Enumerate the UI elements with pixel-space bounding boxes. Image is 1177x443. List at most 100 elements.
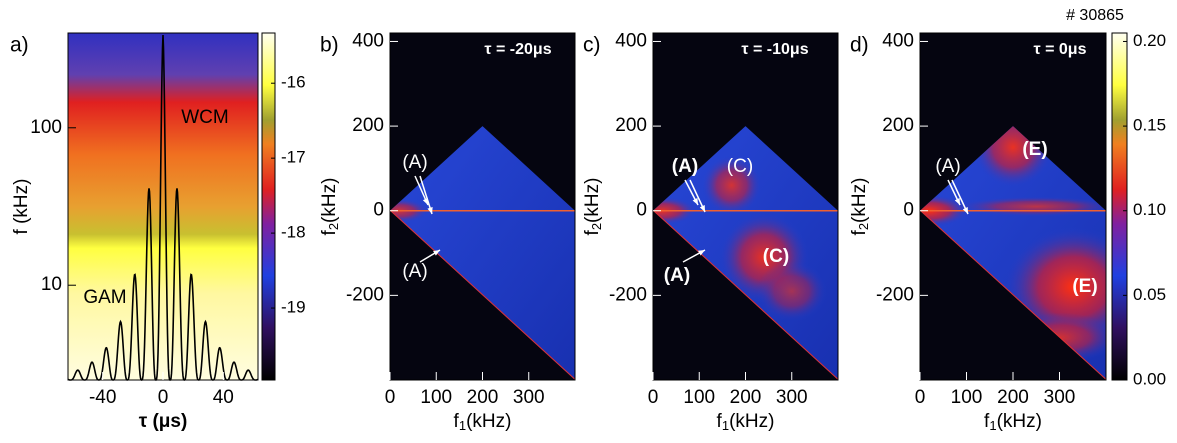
arrow-head [692,198,698,205]
x-tick-label: -40 [89,387,116,408]
panel-label: d) [850,34,869,57]
x-tick-label: 0 [648,387,659,408]
panel: -40 0 40 10 100 a) τ (μs) f (kHz) WCM GAM [10,32,259,432]
annotation: (E) [1022,139,1047,160]
y-axis-label: f2(kHz) [849,178,871,236]
x-axis-label: f1(kHz) [984,411,1042,433]
colorbar-tick-label: 0.00 [1133,369,1166,388]
annotation: (A) [402,261,427,282]
arrow [419,175,433,215]
arrow-head [427,207,433,214]
x-tick-label: 100 [951,387,983,408]
x-tick-label: 100 [683,387,715,408]
arrow-head [433,250,440,256]
y-tick-label: -200 [346,284,384,305]
x-axis-label-part: (kHz) [466,411,511,432]
colorbar-tick-label: -18 [281,223,306,242]
x-tick-label: 0 [385,387,396,408]
colorbar-tick-label: -16 [281,73,306,92]
hot-spot [956,196,1106,217]
x-axis-label-part: 1 [989,418,996,433]
annotation: (E) [1072,276,1097,297]
y-axis-label-part: f [319,229,340,235]
tau-label: τ = 0μs [1034,41,1087,58]
y-tick-label: 0 [903,200,914,221]
y-axis-label: f2(kHz) [582,178,604,236]
x-tick-label: 300 [776,387,808,408]
hot-spot [701,155,762,216]
y-tick-label: 10 [41,274,62,295]
heatmap [68,33,258,380]
annotation: (A) [664,265,690,286]
y-axis-label-part: (kHz) [582,178,603,223]
tau-label: τ = -10μs [741,41,808,58]
x-axis-label-part: 1 [722,418,729,433]
y-tick-label: -200 [876,284,914,305]
x-axis-label-part: 1 [459,418,466,433]
x-tick-label: 0 [158,387,169,408]
annotation: (A) [672,156,698,177]
x-tick-label: 200 [730,387,762,408]
bispectrum-region [390,126,575,380]
arrow-head [962,207,968,214]
panel-label: a) [10,34,29,57]
y-tick-label: 200 [352,115,384,136]
x-tick-label: 40 [213,387,234,408]
x-tick-label: 200 [467,387,499,408]
y-axis-label: f (kHz) [11,179,32,235]
x-axis-label-part: f [454,411,460,432]
y-axis-label-part: f [849,229,870,235]
annotation: (C) [727,156,753,177]
annotation: (C) [763,246,789,267]
x-tick-label: 200 [997,387,1029,408]
x-axis-label-part: f [984,411,990,432]
colorbar-tick-label: 0.10 [1133,200,1166,219]
y-tick-label: 200 [615,115,647,136]
y-axis-label: f2(kHz) [319,178,341,236]
y-tick-label: 400 [615,30,647,51]
x-axis-label: f1(kHz) [454,411,512,433]
x-axis-label: f1(kHz) [717,411,775,433]
x-tick-label: 300 [1044,387,1076,408]
arrow-head [699,205,705,212]
y-tick-label: 0 [636,200,647,221]
y-axis-label-part: f [582,229,603,235]
y-axis-label-part: (kHz) [319,178,340,223]
x-axis-label-part: f [717,411,723,432]
y-axis-label-part: 2 [589,223,604,230]
colorbar [261,32,276,381]
diagonal [920,209,1106,380]
x-axis-label-part: (kHz) [729,411,774,432]
panel: 0.00 0.05 0.10 0.15 0.20 [1111,31,1166,388]
y-axis-label-part: 2 [326,223,341,230]
y-tick-label: 400 [882,30,914,51]
y-tick-label: -200 [609,284,647,305]
colorbar-tick-label: 0.20 [1133,31,1166,50]
annotation: (A) [935,156,960,177]
arrow-head [954,198,960,205]
x-axis-label-part: (kHz) [997,411,1042,432]
annotation: (A) [402,152,427,173]
x-tick-label: 300 [513,387,545,408]
y-tick-label: 100 [30,117,62,138]
panel-label: b) [320,34,339,57]
y-axis-label-part: 2 [856,223,871,230]
arrow-head [422,198,428,205]
tau-label: τ = -20μs [484,41,551,58]
annotation: WCM [181,107,228,128]
diagonal [390,209,575,380]
figure-label: # 30865 [1066,7,1124,24]
annotation: GAM [83,287,126,308]
x-tick-label: 0 [915,387,926,408]
colorbar-tick-label: -19 [281,298,306,317]
colorbar-tick-label: 0.05 [1133,285,1166,304]
hot-spot [756,261,827,322]
y-axis-label-part: (kHz) [849,178,870,223]
arrow-head [698,250,705,256]
x-axis-label: τ (μs) [139,411,188,432]
colorbar [1111,32,1128,381]
